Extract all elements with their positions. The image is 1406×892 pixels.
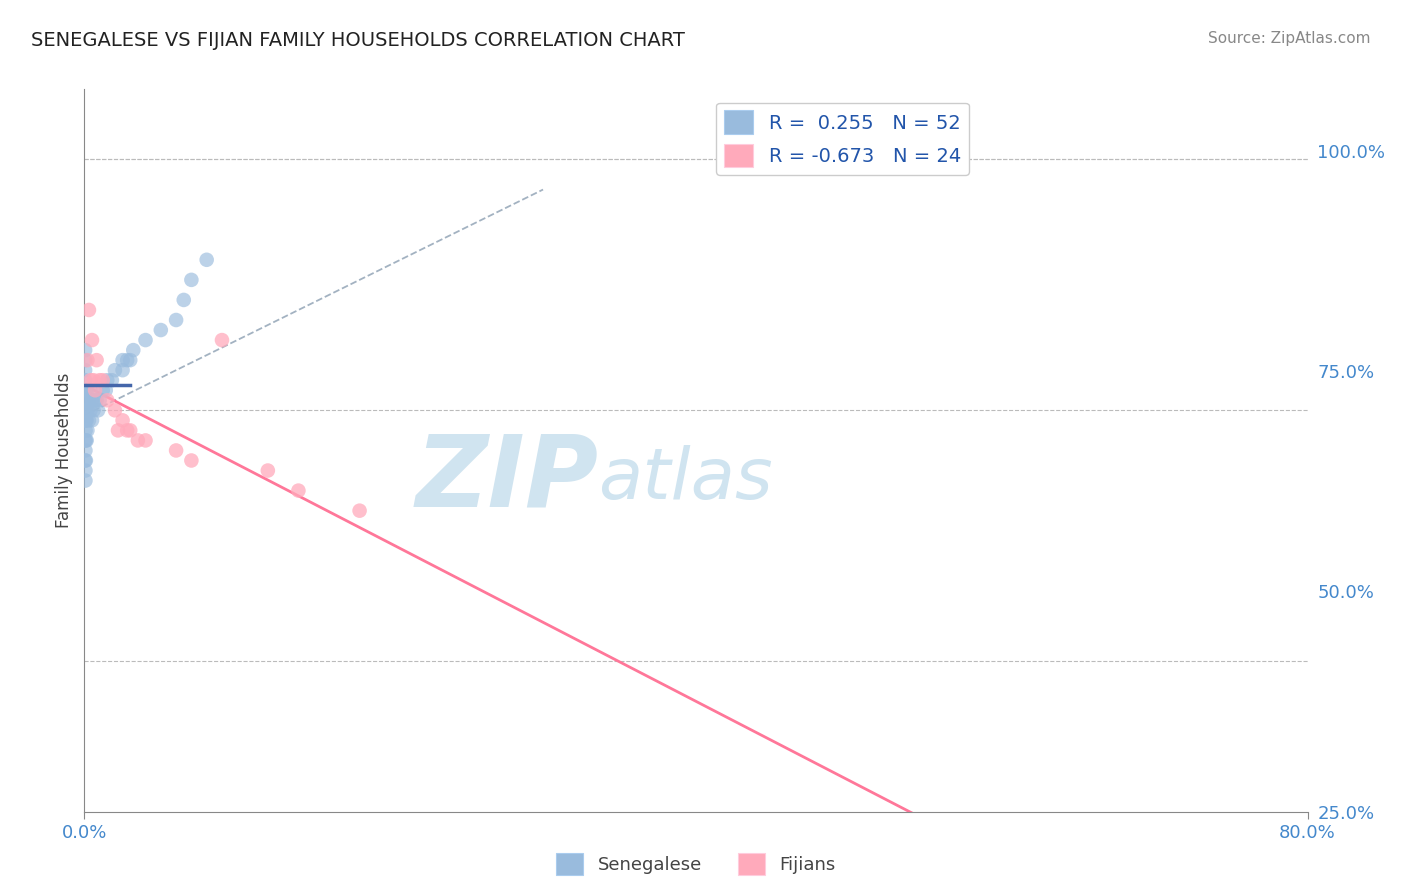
- Point: [135, 333, 157, 347]
- Point: [75, 343, 97, 358]
- Point: [76, 434, 98, 448]
- Point: [76, 424, 98, 438]
- Point: [89, 373, 111, 387]
- Point: [75, 363, 97, 377]
- Point: [180, 273, 202, 287]
- Point: [84, 393, 107, 408]
- Point: [75, 443, 97, 458]
- Point: [101, 373, 124, 387]
- Text: atlas: atlas: [598, 445, 773, 514]
- Point: [75, 353, 97, 368]
- Point: [75, 424, 97, 438]
- Point: [86, 393, 108, 408]
- Point: [120, 424, 142, 438]
- Point: [111, 353, 134, 368]
- Y-axis label: Family Households: Family Households: [55, 373, 73, 528]
- Point: [83, 403, 105, 417]
- Point: [75, 393, 97, 408]
- Point: [120, 353, 142, 368]
- Point: [96, 373, 118, 387]
- Point: [86, 353, 108, 368]
- Point: [122, 343, 145, 358]
- Point: [77, 303, 100, 318]
- Point: [75, 434, 97, 448]
- Point: [75, 453, 97, 467]
- Point: [77, 413, 100, 427]
- Point: [83, 373, 105, 387]
- Point: [76, 353, 98, 368]
- Point: [115, 424, 138, 438]
- Point: [79, 403, 101, 417]
- Point: [80, 393, 103, 408]
- Point: [135, 434, 157, 448]
- Point: [75, 464, 97, 478]
- Point: [76, 413, 98, 427]
- Point: [75, 413, 97, 427]
- Point: [75, 384, 97, 398]
- Point: [75, 403, 97, 417]
- Point: [75, 453, 97, 467]
- Point: [211, 333, 233, 347]
- Point: [75, 413, 97, 427]
- Point: [75, 373, 97, 387]
- Point: [87, 403, 110, 417]
- Point: [257, 464, 280, 478]
- Point: [77, 393, 100, 408]
- Point: [76, 384, 98, 398]
- Point: [75, 393, 97, 408]
- Text: Source: ZipAtlas.com: Source: ZipAtlas.com: [1208, 31, 1371, 46]
- Point: [91, 373, 114, 387]
- Point: [75, 384, 97, 398]
- Point: [84, 384, 107, 398]
- Text: ZIP: ZIP: [415, 431, 598, 528]
- Point: [80, 413, 103, 427]
- Point: [115, 353, 138, 368]
- Point: [89, 393, 111, 408]
- Point: [75, 474, 97, 488]
- Point: [104, 363, 127, 377]
- Point: [111, 413, 134, 427]
- Point: [180, 453, 202, 467]
- Point: [96, 393, 118, 408]
- Text: SENEGALESE VS FIJIAN FAMILY HOUSEHOLDS CORRELATION CHART: SENEGALESE VS FIJIAN FAMILY HOUSEHOLDS C…: [31, 31, 685, 50]
- Point: [104, 403, 127, 417]
- Point: [75, 434, 97, 448]
- Point: [91, 384, 114, 398]
- Point: [80, 333, 103, 347]
- Point: [79, 384, 101, 398]
- Point: [149, 323, 172, 337]
- Point: [107, 424, 129, 438]
- Point: [195, 252, 218, 267]
- Point: [94, 384, 117, 398]
- Point: [165, 443, 187, 458]
- Point: [111, 363, 134, 377]
- Point: [127, 434, 149, 448]
- Legend: Senegalese, Fijians: Senegalese, Fijians: [548, 846, 844, 882]
- Point: [79, 373, 101, 387]
- Point: [287, 483, 309, 498]
- Point: [349, 503, 371, 517]
- Point: [75, 403, 97, 417]
- Point: [76, 403, 98, 417]
- Point: [173, 293, 195, 307]
- Point: [165, 313, 187, 327]
